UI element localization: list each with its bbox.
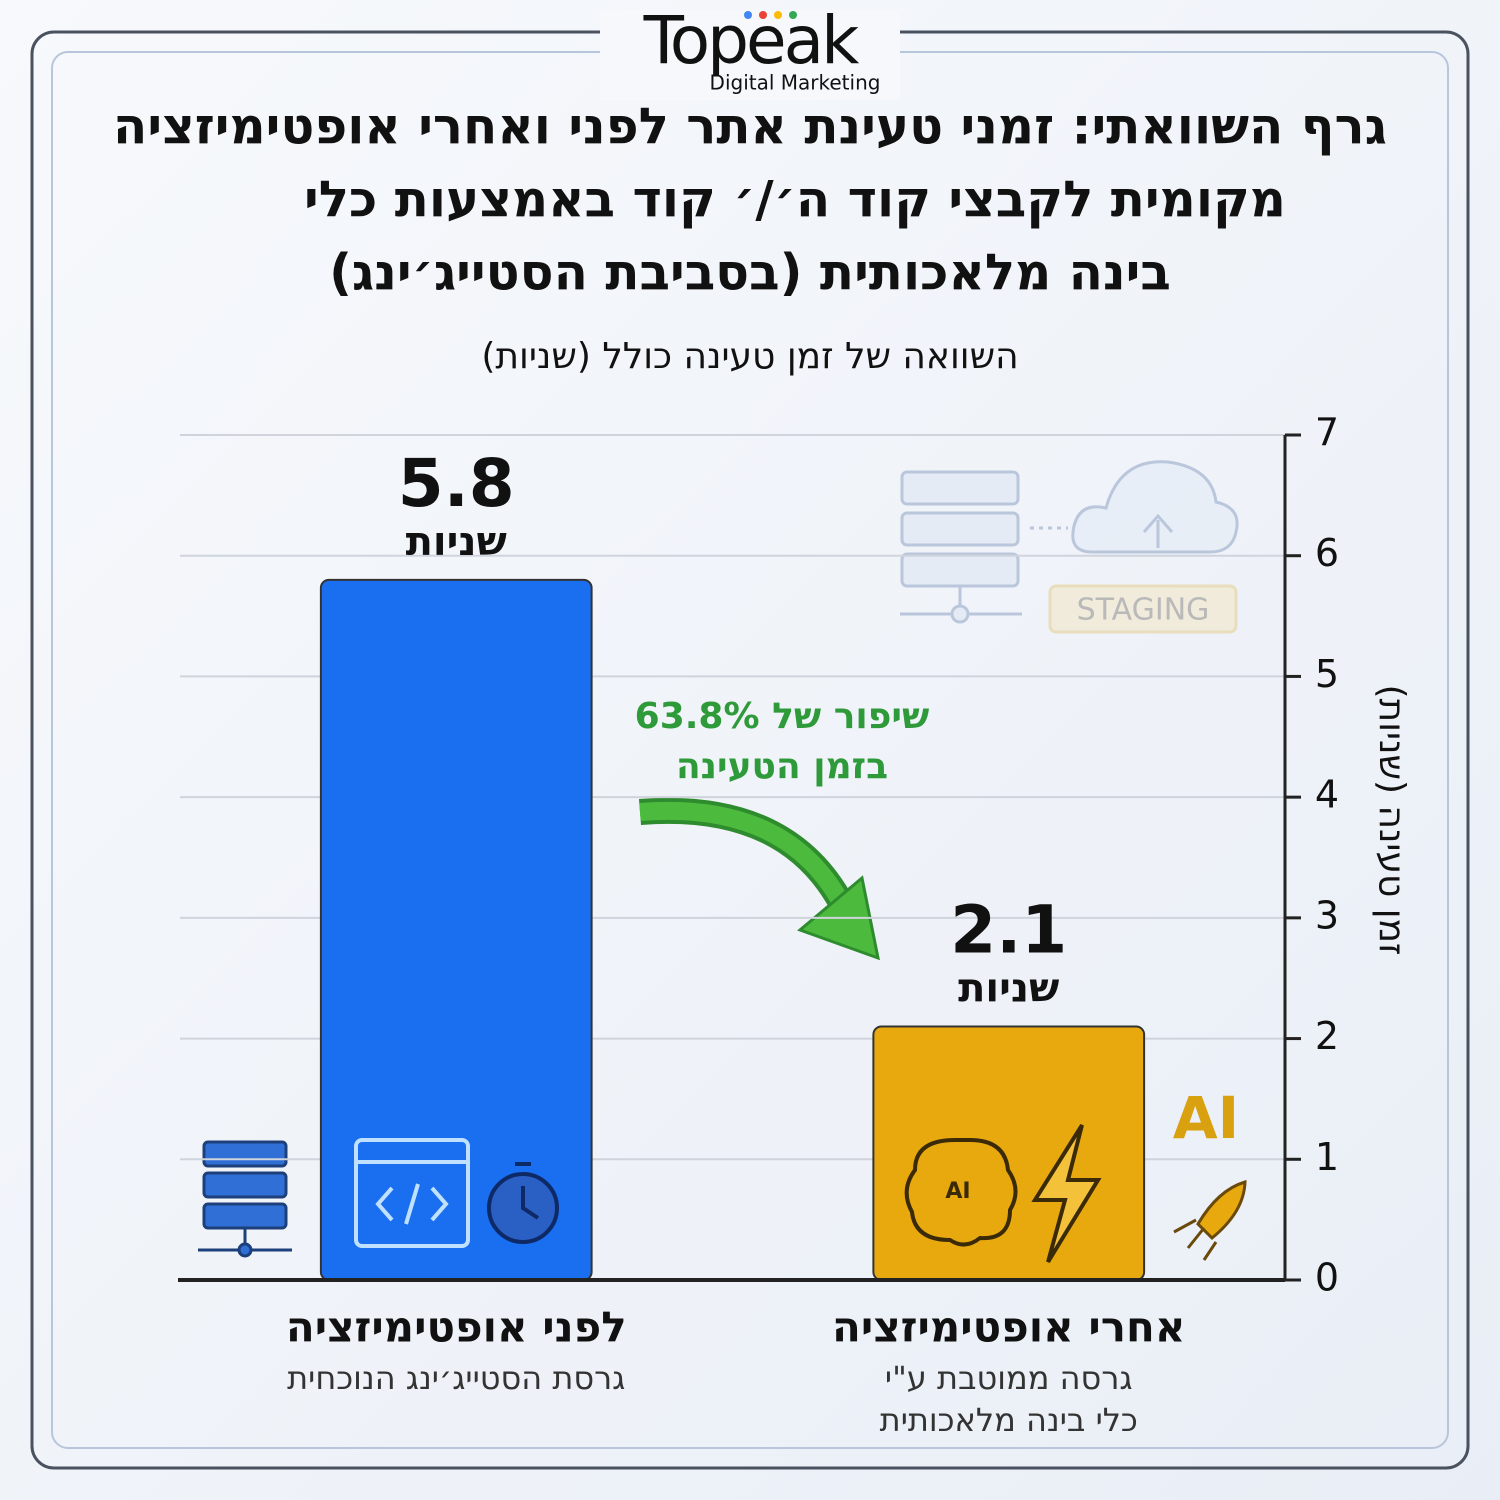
staging-label: STAGING	[1077, 593, 1210, 628]
y-axis-title: זמן טעינה (שניות)	[1371, 684, 1412, 955]
y-tick-label: 1	[1315, 1135, 1339, 1179]
chart-title: בינה מלאכותית (בסביבת הסטייג׳ינג)	[329, 244, 1171, 302]
category-note: גרסת הסטייג׳ינג הנוכחית	[287, 1359, 625, 1397]
chart-title: גרף השוואתי: זמני טעינת אתר לפני ואחרי א…	[113, 98, 1387, 156]
brain	[904, 1138, 1018, 1247]
y-tick-label: 3	[1315, 893, 1339, 937]
rocket-icon	[1173, 1179, 1247, 1261]
category-note: גרסה ממוטבת ע"י	[885, 1359, 1133, 1397]
logo: Topeak	[643, 2, 860, 79]
y-tick-label: 6	[1315, 531, 1339, 575]
x-tick-label: אחרי אופטימיזציה	[832, 1303, 1185, 1352]
code-brackets	[375, 1183, 449, 1225]
x-tick-label: לפני אופטימיזציה	[286, 1303, 627, 1352]
bar	[872, 1025, 1146, 1281]
y-tick-label: 0	[1315, 1256, 1339, 1300]
annotation: שיפור של 63.8%	[635, 696, 930, 737]
lightning	[1031, 1123, 1102, 1264]
value-label: 2.1	[950, 892, 1067, 969]
code-window	[354, 1138, 470, 1248]
logo-dots	[744, 11, 797, 19]
brain-label: AI	[945, 1179, 970, 1204]
stopwatch-hands	[515, 1162, 540, 1220]
bar	[319, 578, 593, 1281]
value-unit: שניות	[958, 966, 1059, 1012]
y-tick-label: 5	[1315, 652, 1339, 696]
y-tick-label: 2	[1315, 1014, 1339, 1058]
logo-backdrop	[600, 10, 900, 100]
server-icon	[198, 1140, 292, 1258]
logo-tagline: Digital Marketing	[710, 71, 881, 95]
ai-badge: AI	[1173, 1084, 1239, 1152]
category-note: כלי בינה מלאכותית	[880, 1401, 1138, 1439]
chart-title: מקומית לקבצי קוד ה׳/׳ קוד באמצעות כלי	[304, 171, 1286, 229]
value-unit: שניות	[406, 519, 507, 565]
subtitle: השוואה של זמן טעינה כולל (שניות)	[481, 336, 1018, 377]
value-label: 5.8	[398, 445, 515, 522]
code-icon	[354, 1138, 559, 1248]
y-tick-label: 4	[1315, 773, 1339, 817]
brain-icon	[904, 1138, 1018, 1247]
staging-icon	[900, 460, 1239, 634]
annotation: בזמן הטעינה	[676, 746, 888, 787]
y-tick-label: 7	[1315, 411, 1339, 455]
